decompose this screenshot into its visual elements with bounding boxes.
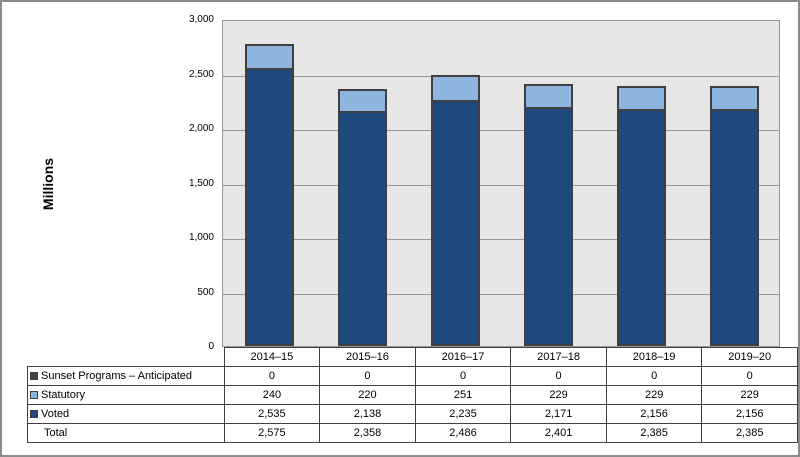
table-row: Sunset Programs – Anticipated 0 0 0 0 0 0 [27,366,798,386]
table-cell: 2,401 [510,423,607,443]
table-blank-corner [28,348,225,367]
y-tick-label: 1,000 [188,232,214,243]
table-row-label: Statutory [27,385,225,405]
bar-segment-voted [524,109,573,346]
plot-area [222,20,780,347]
table-cell: 2,156 [701,404,798,424]
table-col-header: 2017–18 [510,347,607,367]
table-col-header: 2015–16 [319,347,416,367]
table-cell: 240 [223,385,321,405]
table-cell: 251 [414,385,512,405]
table-cell: 229 [605,385,703,405]
table-row: Statutory 240 220 251 229 229 229 [27,385,798,405]
table-cell: 2,171 [510,404,607,424]
table-cell: 2,156 [605,404,703,424]
table-cell: 2,358 [319,423,416,443]
table-cell: 229 [701,385,798,405]
gridline [223,75,779,77]
table-row-label: Sunset Programs – Anticipated [27,366,225,386]
legend-marker-statutory [30,391,38,399]
table-cell: 229 [510,385,607,405]
table-row-label: Total [27,423,225,443]
table-col-header: 2018–19 [605,347,703,367]
y-tick-label: 3,000 [188,14,214,25]
table-cell: 220 [319,385,416,405]
legend-marker-sunset-programs-anticipated [30,372,38,380]
table-cell: 0 [605,366,703,386]
table-cell: 2,575 [223,423,321,443]
y-tick-label: 2,500 [188,68,214,80]
table-col-header: 2014–15 [223,347,321,367]
table-cell: 2,535 [223,404,321,424]
bar-segment-voted [245,70,294,346]
table-cell: 0 [510,366,607,386]
table-col-header: 2016–17 [414,347,512,367]
table-cell: 0 [701,366,798,386]
table-header-row: 2014–15 2015–16 2016–17 2017–18 2018–19 2019–… [28,347,798,367]
y-tick-label: 1,500 [188,177,214,189]
bar-segment-statutory [431,75,480,102]
bar-segment-statutory [338,89,387,113]
table-cell: 2,138 [319,404,416,424]
bar-segment-statutory [245,44,294,70]
bar-segment-voted [617,111,666,346]
y-axis-title: Millions [40,157,56,211]
bar-segment-statutory [710,86,759,111]
table-cell: 2,385 [605,423,703,443]
table-cell: 2,385 [701,423,798,443]
gridline [223,293,779,295]
y-tick-label: 500 [197,286,214,298]
table-row: Voted 2,535 2,138 2,235 2,171 2,156 2,156 [27,404,798,424]
data-table: 2014–15 2015–16 2016–17 2017–18 2018–19 2019–… [27,347,798,443]
table-cell: 2,235 [414,404,512,424]
table-cell: 2,486 [414,423,512,443]
bar-segment-statutory [617,86,666,111]
y-tick-label: 2,000 [188,123,214,134]
table-cell: 0 [319,366,416,386]
table-row: Total 2,575 2,358 2,486 2,401 2,385 2,385 [27,423,798,443]
bar-segment-voted [431,102,480,346]
gridline [223,130,779,131]
bar-segment-voted [710,111,759,346]
table-cell: 0 [223,366,321,386]
gridline [223,184,779,186]
bar-segment-statutory [524,84,573,109]
legend-marker-voted [30,410,38,418]
table-col-header: 2019–20 [701,347,798,367]
bar-segment-voted [338,113,387,346]
gridline [223,239,779,240]
table-row-label: Voted [27,404,225,424]
table-cell: 0 [414,366,512,386]
